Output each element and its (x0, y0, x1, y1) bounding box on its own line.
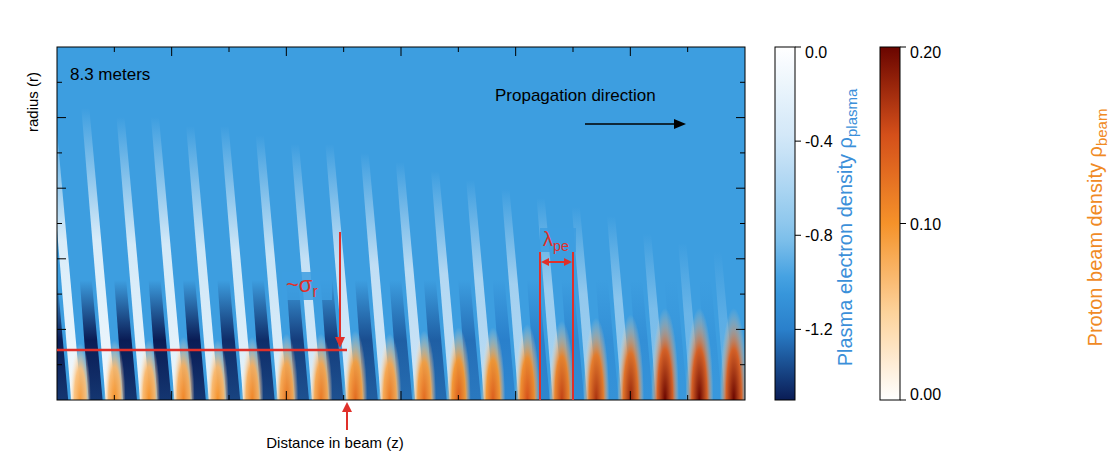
proton-bunch (378, 334, 401, 400)
label-main: λ (543, 228, 553, 250)
proton-bunch (446, 327, 470, 400)
y-axis-title: radius (r) (24, 72, 41, 132)
colorbar-tick-label: -0.8 (805, 227, 833, 244)
colorbar-tick (900, 47, 906, 48)
plot-frame (57, 47, 745, 400)
proton-bunch (481, 327, 505, 400)
figure: 8.3 meters Propagation direction radius (r… (0, 0, 1114, 462)
colorbar-title-main: Plasma electron density ρ (834, 137, 856, 366)
colorbar-title: Plasma electron density ρplasma (834, 88, 860, 366)
colorbar-tick (795, 47, 801, 48)
proton-bunch (275, 334, 298, 400)
colorbar-tick-label: 0.0 (805, 44, 827, 61)
colorbar-title-subscript: beam (1093, 109, 1110, 147)
proton-bunch (241, 337, 264, 400)
colorbar-tick-label: 0.10 (910, 216, 941, 233)
sigma-marker (57, 232, 347, 350)
inset-annotation: 8.3 meters (70, 65, 150, 84)
proton-bunch (515, 324, 540, 400)
plot-area (57, 47, 745, 400)
colorbar-tick-label: 0.00 (910, 386, 941, 403)
wake-density-min (57, 280, 68, 400)
colorbar-tick (795, 235, 801, 236)
colorbar-tick-label: 0.20 (910, 44, 941, 61)
proton-bunch (685, 308, 713, 400)
label-main: ~σ (286, 272, 313, 297)
proton-bunch (617, 314, 644, 400)
x-arrow (342, 402, 352, 430)
colorbar (775, 47, 795, 400)
colorbar-tick (795, 141, 801, 142)
proton-bunch (583, 318, 609, 400)
proton-bunch (309, 334, 332, 400)
direction-arrow (585, 119, 686, 129)
lambda-label: λpe (543, 228, 569, 254)
colorbar-tick-label: -0.4 (805, 133, 833, 150)
proton-bunch (172, 337, 195, 400)
colorbar-tick (900, 223, 906, 224)
colorbar (880, 47, 900, 400)
label-patch (282, 272, 332, 300)
proton-bunch (412, 330, 436, 400)
lambda-marker (540, 252, 573, 400)
sigma-label: ~σr (286, 272, 318, 300)
proton-bunch (344, 330, 368, 400)
plasma-background (57, 47, 745, 400)
label-subscript: r (312, 283, 318, 300)
frame-ticks (57, 47, 745, 400)
colorbar-title: Proton beam density ρbeam (1084, 109, 1110, 347)
proton-bunch (651, 308, 679, 400)
colorbar-title-subscript: plasma (843, 88, 860, 137)
colorbar-tick (795, 329, 801, 330)
proton-bunch (720, 308, 745, 400)
direction-label: Propagation direction (495, 86, 656, 105)
label-subscript: pe (553, 238, 569, 254)
proton-bunch (70, 343, 91, 400)
proton-bunch (549, 321, 575, 400)
colorbar-tick-label: -1.2 (805, 321, 833, 338)
colorbar-title-main: Proton beam density ρ (1084, 146, 1106, 346)
colorbar-tick (900, 400, 906, 401)
x-axis-title: Distance in beam (z) (266, 434, 404, 451)
